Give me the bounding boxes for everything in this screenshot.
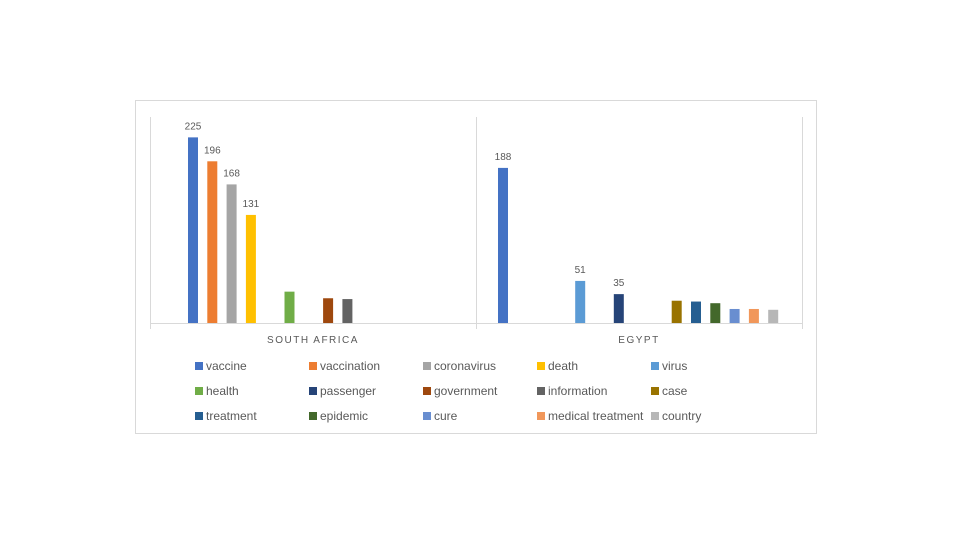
legend-item: coronavirus: [423, 358, 496, 374]
legend-item: medical treatment: [537, 408, 643, 424]
data-label: 196: [204, 145, 221, 156]
legend-item: vaccine: [195, 358, 247, 374]
bar-health: [284, 291, 295, 323]
bar-government: [323, 298, 334, 323]
data-label: 168: [223, 168, 240, 179]
legend-label: health: [206, 384, 239, 398]
legend-item: death: [537, 358, 578, 374]
legend-item: country: [651, 408, 701, 424]
legend-label: passenger: [320, 384, 377, 398]
data-label: 35: [613, 278, 625, 289]
legend-item: epidemic: [309, 408, 368, 424]
chart-legend: vaccine vaccination coronavirus death virus h…: [195, 358, 755, 438]
legend-item: vaccination: [309, 358, 380, 374]
bar-coronavirus: [226, 184, 237, 323]
legend-label: virus: [662, 359, 688, 373]
legend-item: virus: [651, 358, 687, 374]
legend-swatch: [651, 412, 659, 420]
data-label: 225: [185, 121, 202, 132]
data-label: 131: [243, 199, 260, 210]
legend-label: government: [434, 384, 498, 398]
legend-label: treatment: [206, 409, 257, 423]
bar-case: [671, 300, 682, 323]
data-label: 51: [575, 265, 587, 276]
legend-swatch: [537, 387, 545, 395]
bar-treatment: [691, 301, 701, 323]
bar-country: [768, 309, 779, 323]
legend-item: passenger: [309, 383, 376, 399]
legend-swatch: [309, 387, 317, 395]
bar-virus: [575, 280, 586, 323]
legend-swatch: [537, 362, 545, 370]
legend-swatch: [423, 412, 431, 420]
legend-swatch: [423, 387, 431, 395]
bar-vaccine: [498, 167, 508, 323]
chart-area: 225 196 168 131 SOUTH AFRICA 188 51 35 EGYPT: [135, 100, 817, 434]
legend-label: country: [662, 409, 702, 423]
bar-medical-treatment: [748, 308, 759, 323]
legend-item: case: [651, 383, 687, 399]
legend-swatch: [651, 362, 659, 370]
legend-swatch: [651, 387, 659, 395]
legend-swatch: [195, 362, 203, 370]
bar-death: [245, 214, 256, 323]
legend-label: epidemic: [320, 409, 369, 423]
legend-item: cure: [423, 408, 457, 424]
legend-swatch: [423, 362, 431, 370]
chart-plot: 225 196 168 131 SOUTH AFRICA 188 51 35 EGYPT: [150, 117, 803, 346]
legend-item: treatment: [195, 408, 257, 424]
legend-item: government: [423, 383, 497, 399]
bar-passenger: [613, 294, 624, 323]
legend-swatch: [309, 362, 317, 370]
legend-swatch: [309, 412, 317, 420]
legend-label: cure: [434, 409, 458, 423]
legend-label: medical treatment: [548, 409, 644, 423]
legend-swatch: [195, 387, 203, 395]
legend-label: death: [548, 359, 579, 373]
legend-item: health: [195, 383, 239, 399]
category-label: SOUTH AFRICA: [267, 335, 359, 346]
legend-label: information: [548, 384, 608, 398]
bar-cure: [729, 308, 740, 323]
legend-label: vaccine: [206, 359, 247, 373]
legend-label: case: [662, 384, 688, 398]
category-label: EGYPT: [618, 335, 659, 346]
bar-epidemic: [710, 303, 721, 323]
legend-label: vaccination: [320, 359, 381, 373]
legend-item: information: [537, 383, 607, 399]
legend-swatch: [537, 412, 545, 420]
legend-swatch: [195, 412, 203, 420]
legend-label: coronavirus: [434, 359, 497, 373]
data-label: 188: [495, 152, 512, 163]
bar-vaccination: [207, 161, 218, 323]
bar-vaccine: [188, 137, 198, 323]
bar-information: [342, 299, 353, 323]
